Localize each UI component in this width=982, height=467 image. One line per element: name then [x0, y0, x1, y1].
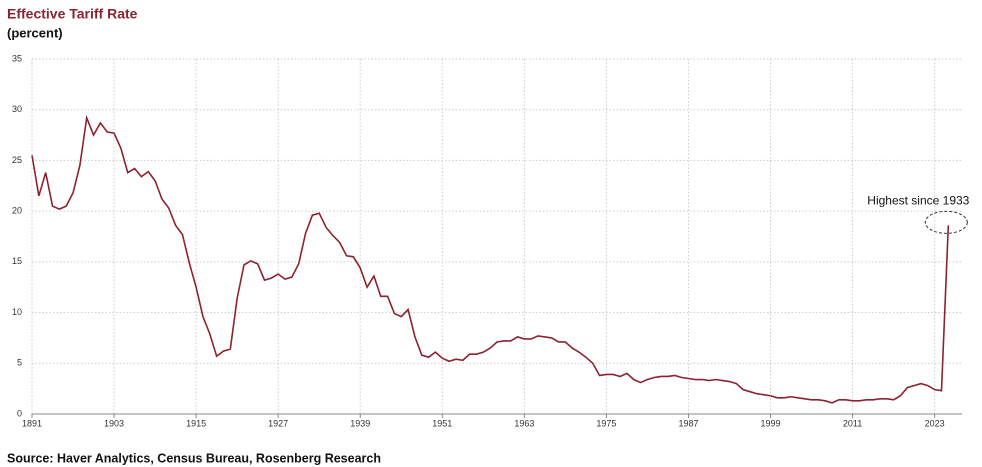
y-tick-label: 10: [12, 307, 22, 317]
line: [31, 114, 950, 404]
y-tick-label: 5: [17, 358, 22, 368]
x-tick-label: 1939: [350, 418, 370, 428]
y-tick-label: 15: [12, 256, 22, 266]
x-tick-label: 1951: [432, 418, 452, 428]
chart-subtitle: (percent): [7, 25, 63, 40]
x-tick-label: 1903: [104, 418, 124, 428]
x-tick-label: 2011: [843, 418, 862, 428]
y-tick-label: 30: [12, 104, 22, 114]
x-tick-label: 1891: [22, 418, 42, 428]
x-tick-label: 1963: [514, 418, 534, 428]
source: Source: Haver Analytics, Census Bureau, …: [7, 451, 381, 465]
annotation: Highest since 1933: [867, 194, 969, 208]
x-tick-label: 1927: [268, 418, 288, 428]
chart-title: Effective Tariff Rate: [7, 6, 138, 22]
x-tick-label: 1975: [596, 418, 616, 428]
x-tick-label: 1987: [678, 418, 698, 428]
y-tick-label: 20: [12, 206, 22, 216]
x-tick-label: 2023: [925, 418, 945, 428]
y-tick-label: 35: [12, 53, 22, 63]
y-tick-label: 0: [17, 408, 22, 418]
x-tick-label: 1999: [761, 418, 781, 428]
x-tick-label: 1915: [186, 418, 206, 428]
y-tick-label: 25: [12, 155, 22, 165]
highlight-ellipse: [924, 210, 968, 234]
